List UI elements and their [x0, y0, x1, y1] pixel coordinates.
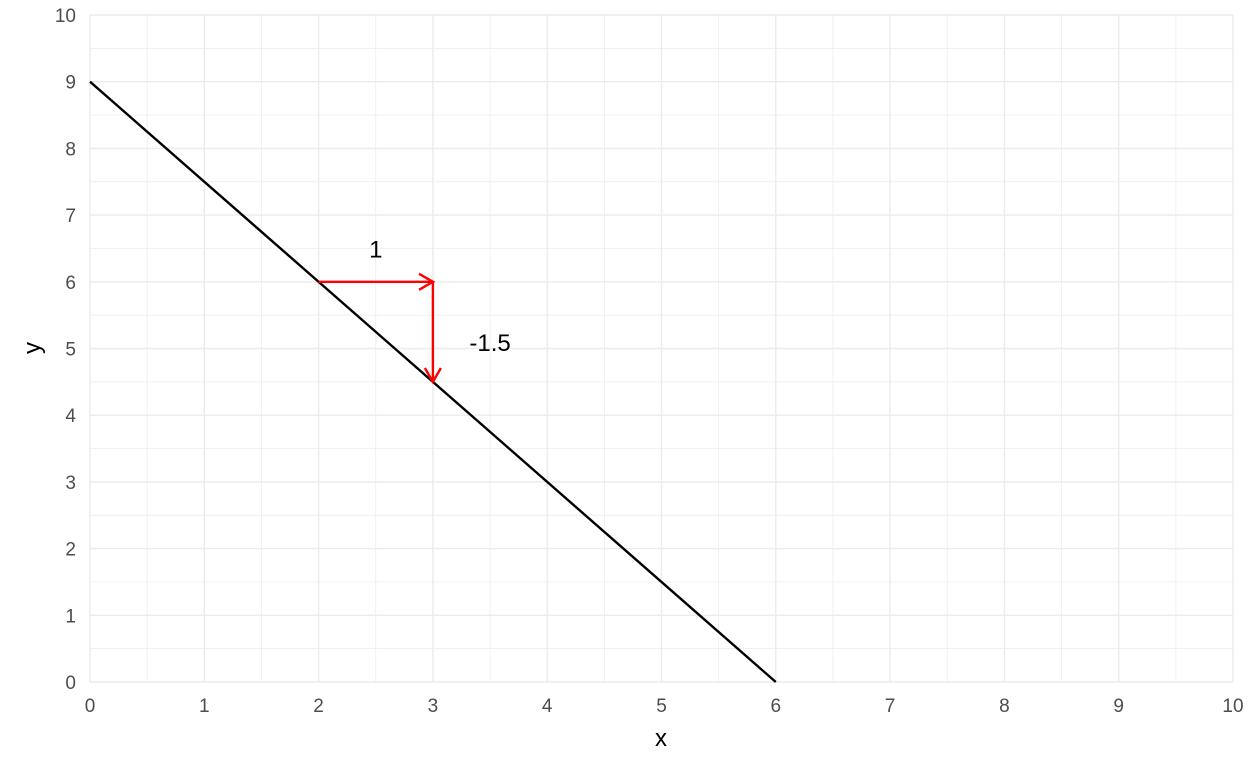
- y-tick-label: 4: [65, 406, 76, 427]
- x-tick-label: 9: [1113, 696, 1124, 717]
- x-tick-label: 4: [542, 696, 553, 717]
- y-tick-label: 2: [65, 540, 76, 561]
- y-tick-label: 0: [65, 673, 76, 694]
- annotation-label: -1.5: [469, 330, 510, 357]
- y-tick-label: 6: [65, 273, 76, 294]
- x-tick-label: 7: [885, 696, 896, 717]
- annotation-layer: 1 -1.5: [369, 236, 511, 356]
- x-axis-title: x: [655, 725, 667, 752]
- arrow-layer: [318, 272, 442, 385]
- y-tick-labels: 0 1 2 3 4 5 6 7 8 9 10: [55, 6, 77, 694]
- y-tick-label: 1: [65, 606, 76, 627]
- y-tick-label: 3: [65, 473, 76, 494]
- y-tick-label: 9: [65, 73, 76, 94]
- x-tick-label: 0: [85, 696, 96, 717]
- y-tick-label: 7: [65, 206, 76, 227]
- x-tick-label: 1: [199, 696, 210, 717]
- x-tick-label: 3: [428, 696, 439, 717]
- y-tick-label: 5: [65, 340, 76, 361]
- x-tick-label: 6: [771, 696, 782, 717]
- x-tick-labels: 0 1 2 3 4 5 6 7 8 9 10: [85, 696, 1244, 717]
- x-tick-label: 5: [656, 696, 667, 717]
- arrow-head: [423, 367, 442, 385]
- major-gridlines: [89, 14, 1234, 683]
- y-tick-label: 8: [65, 139, 76, 160]
- x-tick-label: 2: [313, 696, 324, 717]
- y-axis-title: y: [19, 342, 46, 354]
- y-tick-label: 10: [55, 6, 76, 27]
- annotation-label: 1: [369, 236, 382, 263]
- x-tick-label: 10: [1222, 696, 1243, 717]
- x-tick-label: 8: [999, 696, 1010, 717]
